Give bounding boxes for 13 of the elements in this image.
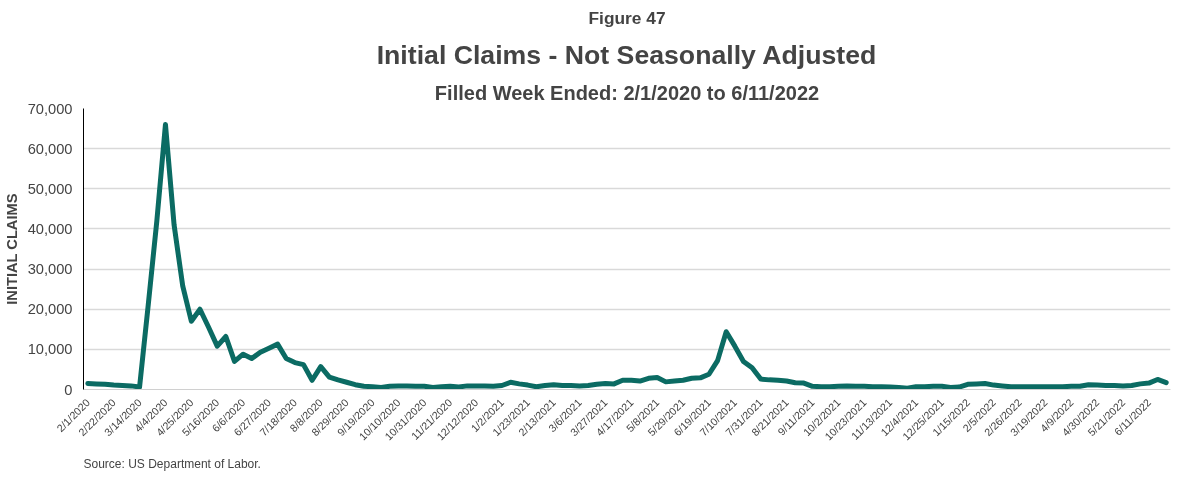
y-tick-label: 0 — [64, 381, 73, 398]
y-tick-label: 30,000 — [27, 261, 73, 278]
chart-subtitle: Filled Week Ended: 2/1/2020 to 6/11/2022 — [434, 81, 820, 104]
y-tick-label: 40,000 — [27, 220, 73, 237]
y-tick-label: 60,000 — [27, 140, 73, 157]
y-tick-label: 70,000 — [27, 100, 73, 117]
y-tick-label: 50,000 — [27, 180, 73, 197]
chart-title: Initial Claims - Not Seasonally Adjusted — [376, 39, 877, 70]
y-tick-label: 10,000 — [27, 341, 73, 358]
y-tick-label: 20,000 — [27, 301, 73, 318]
y-axis-title: INITIAL CLAIMS — [3, 193, 20, 305]
caption: Figure 47 — [588, 7, 666, 28]
source-note: Source: US Department of Labor. — [83, 456, 261, 471]
